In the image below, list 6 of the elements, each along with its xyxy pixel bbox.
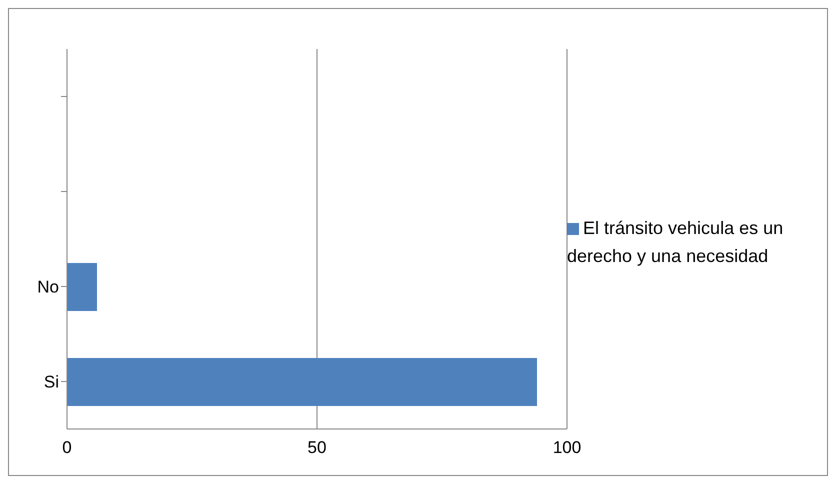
x-tick-label: 0 [62,438,72,458]
legend-label: El tránsito vehicula es un derecho y una necesidad [567,218,784,266]
x-tick-label: 100 [552,438,582,458]
y-tick-label: Si [44,372,59,392]
y-tick-label: No [37,278,59,297]
x-tick-label: 50 [308,438,326,458]
